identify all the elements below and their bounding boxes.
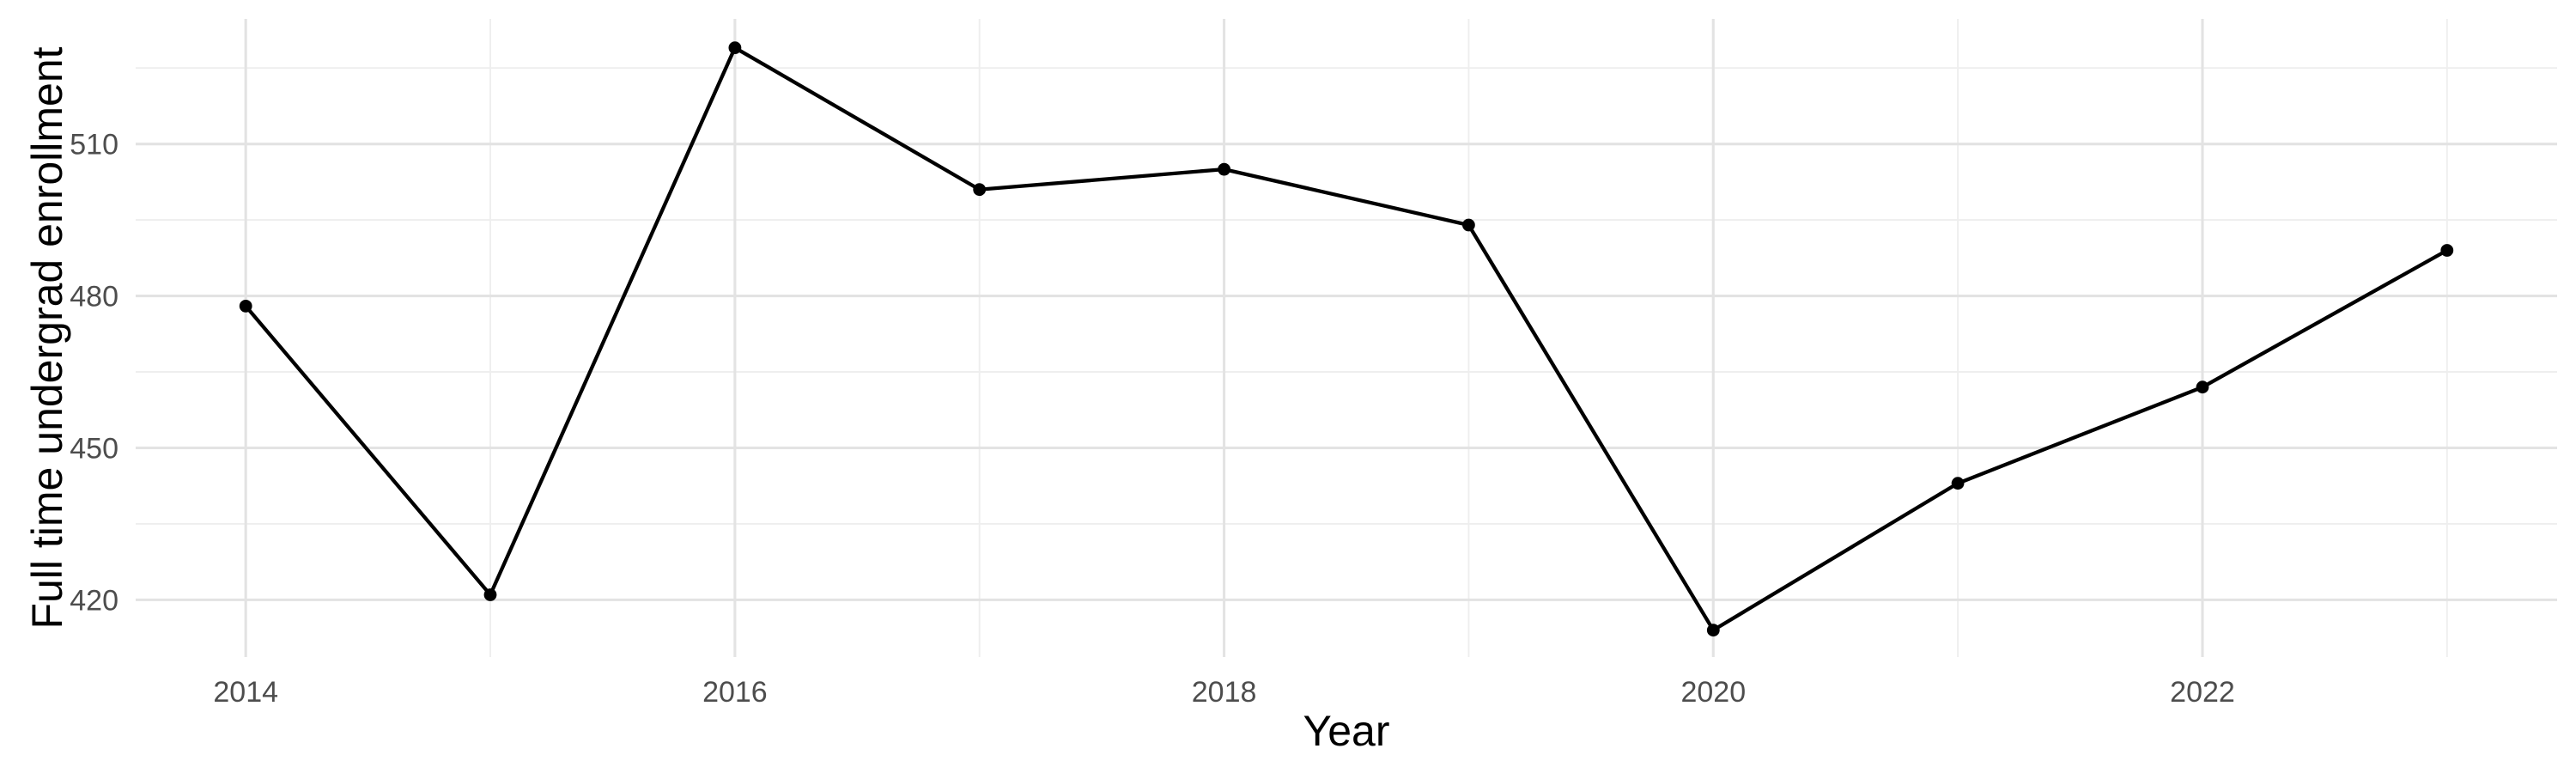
data-point [1706, 624, 1720, 637]
data-point [1951, 477, 1965, 490]
x-axis-title: Year [1303, 707, 1389, 755]
major-gridlines [136, 19, 2557, 657]
x-tick-label: 2018 [1192, 676, 1257, 709]
data-point [1462, 218, 1475, 232]
data-point [239, 300, 252, 313]
y-axis-title: Full time undergrad enrollment [23, 46, 71, 629]
y-tick-label: 510 [70, 129, 118, 161]
data-point [2196, 380, 2209, 394]
data-point [728, 41, 742, 54]
y-tick-label: 420 [70, 584, 118, 617]
x-tick-label: 2022 [2170, 676, 2235, 709]
series-line [244, 46, 2449, 632]
data-point [2440, 244, 2454, 257]
data-points [239, 41, 2454, 637]
data-point [1218, 162, 1230, 176]
x-axis-tick-labels: 2014 2016 2018 2020 2022 [213, 676, 2234, 709]
x-tick-label: 2014 [213, 676, 278, 709]
y-tick-label: 450 [70, 433, 118, 466]
minor-gridlines [136, 19, 2557, 657]
x-tick-label: 2020 [1680, 676, 1746, 709]
data-point [973, 183, 987, 197]
y-tick-label: 480 [70, 281, 118, 313]
data-point [483, 588, 497, 601]
x-tick-label: 2016 [702, 676, 768, 709]
y-axis-tick-labels: 420 450 480 510 [70, 129, 118, 618]
